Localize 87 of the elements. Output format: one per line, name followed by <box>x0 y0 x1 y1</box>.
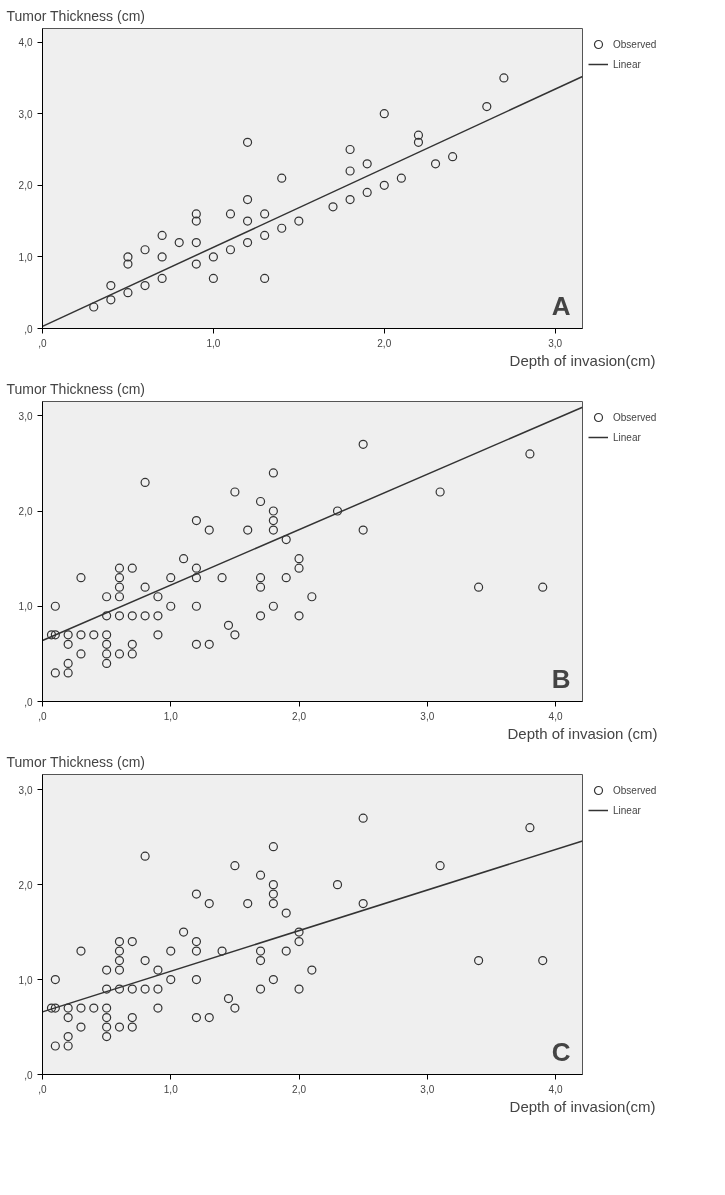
legend-label: Observed <box>613 783 657 797</box>
point <box>225 245 236 255</box>
x-tick-label: 2,0 <box>292 710 307 722</box>
point <box>123 288 133 298</box>
point <box>123 259 133 269</box>
point <box>208 252 218 262</box>
legend-label: Observed <box>613 37 657 51</box>
x-tick-label: 4,0 <box>548 710 563 722</box>
point <box>277 223 287 233</box>
point <box>294 216 304 226</box>
legend-label: Observed <box>613 410 657 424</box>
point <box>379 180 389 190</box>
y-tick-label: 3,0 <box>18 784 33 796</box>
point <box>208 273 218 283</box>
point <box>277 173 287 183</box>
y-tick-label: 3,0 <box>18 108 33 120</box>
y-tick-label: ,0 <box>24 696 33 708</box>
y-tick-label: 1,0 <box>18 251 33 263</box>
point <box>174 237 184 248</box>
point <box>413 130 424 140</box>
point <box>157 252 167 262</box>
point <box>482 101 492 112</box>
x-tick-label: 4,0 <box>548 1083 563 1095</box>
point <box>242 237 253 248</box>
x-tick-label: 1,0 <box>206 337 221 349</box>
point <box>123 252 133 262</box>
y-axis-title: Tumor Thickness (cm) <box>6 380 145 397</box>
y-axis-title: Tumor Thickness (cm) <box>6 7 145 24</box>
point <box>242 216 253 226</box>
point <box>362 159 372 169</box>
legend-label: Linear <box>613 57 641 71</box>
point <box>242 195 253 205</box>
y-tick-label: 1,0 <box>18 974 33 986</box>
annotation: B <box>551 663 571 694</box>
y-tick-label: 3,0 <box>18 410 33 422</box>
x-tick-label: ,0 <box>38 1083 48 1095</box>
x-tick-label: 1,0 <box>163 710 179 722</box>
y-tick-label: ,0 <box>24 323 33 335</box>
point <box>379 109 389 119</box>
point <box>191 216 201 226</box>
y-axis-title: Tumor Thickness (cm) <box>6 753 145 770</box>
point <box>89 302 99 312</box>
point <box>140 245 150 255</box>
annotation: A <box>551 290 571 321</box>
annotation: C <box>551 1036 571 1067</box>
point <box>396 173 406 183</box>
point <box>157 273 167 283</box>
legend-label: Linear <box>613 430 641 444</box>
x-tick-label: 2,0 <box>292 1083 307 1095</box>
y-tick-label: ,0 <box>24 1069 33 1081</box>
point <box>225 209 236 219</box>
point <box>345 195 355 205</box>
point <box>362 187 372 198</box>
x-axis-title: Depth of invasion (cm) <box>507 724 658 742</box>
point <box>260 273 270 283</box>
y-tick-label: 2,0 <box>18 879 33 891</box>
x-axis-title: Depth of invasion(cm) <box>509 1097 656 1115</box>
point <box>242 137 253 147</box>
point <box>260 209 270 219</box>
x-tick-label: 3,0 <box>420 1083 435 1095</box>
y-tick-label: 2,0 <box>18 506 33 518</box>
point <box>345 166 355 176</box>
point <box>345 144 355 155</box>
x-tick-label: ,0 <box>38 710 48 722</box>
point <box>260 230 270 241</box>
x-tick-label: 2,0 <box>377 337 392 349</box>
x-tick-label: ,0 <box>38 337 48 349</box>
point <box>328 202 338 212</box>
y-tick-label: 4,0 <box>18 37 33 49</box>
point <box>106 295 116 305</box>
point <box>157 230 167 241</box>
y-tick-label: 2,0 <box>18 180 33 192</box>
point <box>191 209 201 219</box>
x-tick-label: 1,0 <box>163 1083 179 1095</box>
x-tick-label: 3,0 <box>548 337 563 349</box>
point <box>140 280 150 291</box>
point <box>413 137 424 147</box>
x-tick-label: 3,0 <box>420 710 435 722</box>
x-axis-title: Depth of invasion(cm) <box>509 351 656 369</box>
point <box>430 159 441 169</box>
point <box>106 280 116 291</box>
point <box>499 73 509 83</box>
point <box>448 152 458 162</box>
point <box>191 259 201 269</box>
point <box>191 237 201 248</box>
legend-label: Linear <box>613 803 641 817</box>
y-tick-label: 1,0 <box>18 601 33 613</box>
